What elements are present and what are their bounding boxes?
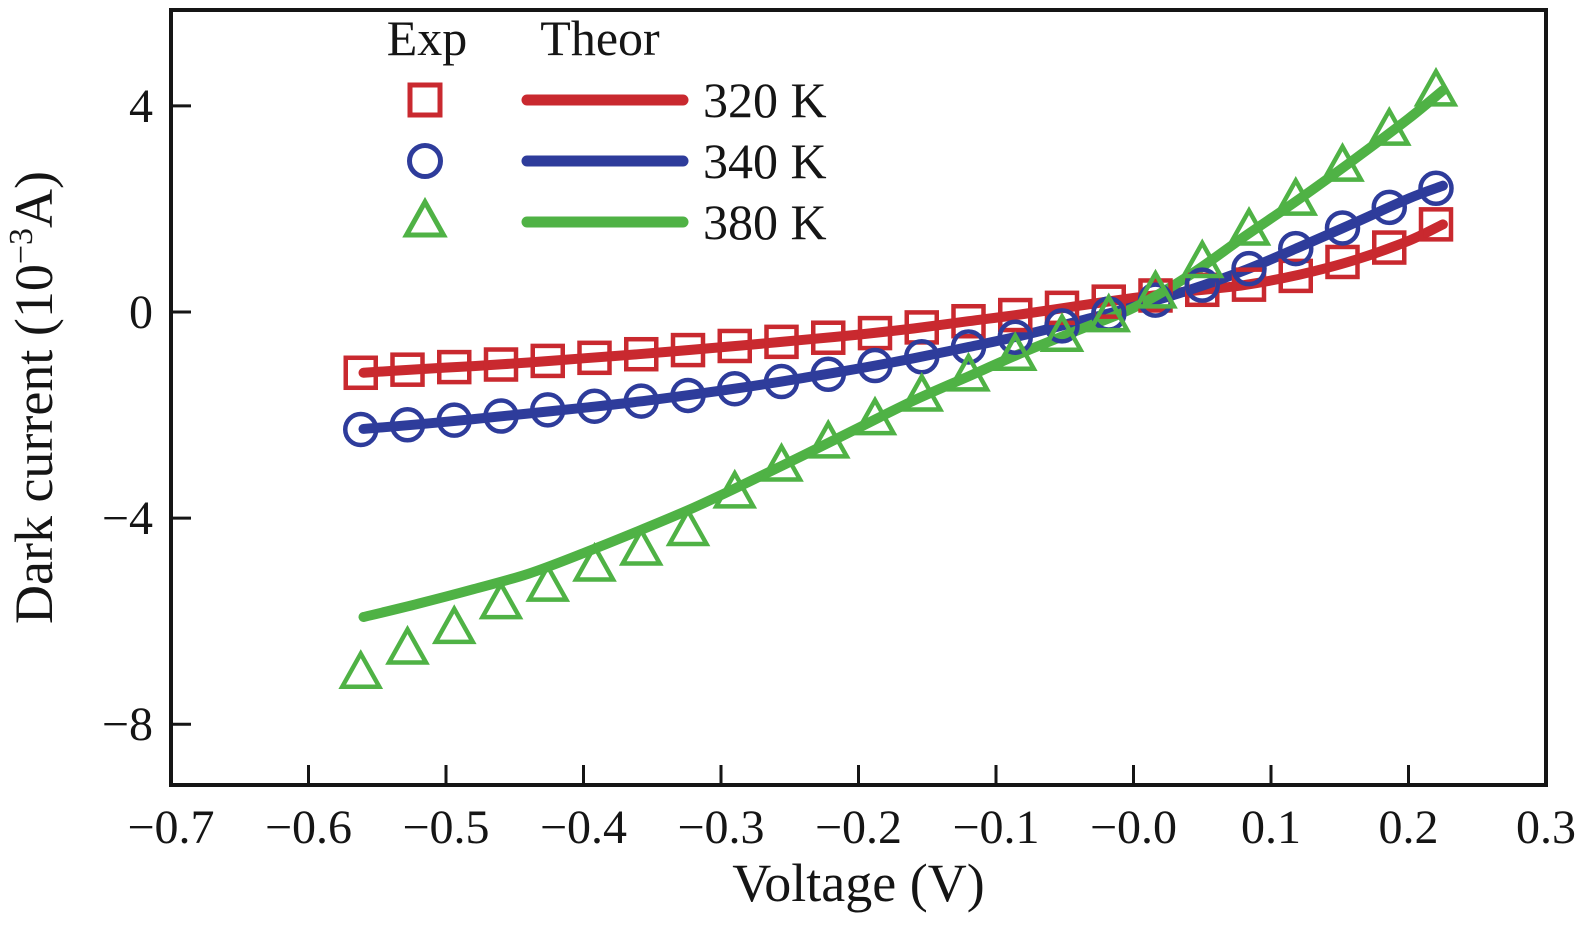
x-tick-label: −0.4 [540, 801, 627, 854]
exp-marker-320K [1044, 290, 1080, 326]
exp-marker-380K [1273, 176, 1319, 216]
x-tick-label: −0.5 [402, 801, 489, 854]
exp-marker-380K [1226, 205, 1272, 246]
legend-marker-340K [407, 143, 443, 179]
exp-marker-320K [1325, 244, 1360, 280]
exp-marker-320K [717, 328, 752, 364]
exp-marker-380K [1133, 268, 1178, 309]
exp-marker-320K [1418, 207, 1454, 242]
exp-marker-340K [1371, 189, 1407, 226]
exp-marker-380K [431, 604, 477, 645]
exp-marker-340K [950, 329, 987, 365]
exp-marker-380K [1320, 142, 1365, 182]
exp-marker-380K [618, 525, 664, 566]
legend-label: 380 K [703, 194, 827, 250]
exp-marker-380K [759, 441, 804, 482]
x-tick-label: −0.6 [265, 801, 352, 854]
exp-marker-380K [1086, 292, 1132, 333]
legend-label: 320 K [703, 72, 827, 128]
x-tick-label: 0.3 [1516, 801, 1575, 854]
exp-marker-320K [764, 324, 799, 360]
x-tick-label: −0.7 [127, 801, 214, 854]
exp-marker-340K [670, 377, 706, 414]
exp-marker-380K [992, 331, 1038, 372]
exp-marker-320K [343, 355, 378, 391]
exp-marker-380K [572, 541, 617, 582]
exp-marker-340K [530, 392, 566, 428]
x-tick-label: −0.2 [815, 801, 902, 854]
y-tick-label: −8 [102, 698, 153, 751]
exp-marker-320K [1091, 284, 1126, 319]
exp-marker-320K [1372, 230, 1407, 265]
plot-border [169, 8, 1548, 787]
legend-marker-320K [407, 82, 443, 118]
exp-marker-340K [576, 388, 613, 425]
exp-marker-320K [577, 340, 612, 376]
theory-line-380K [358, 85, 1448, 623]
exp-marker-320K [998, 297, 1033, 333]
exp-marker-340K [997, 319, 1033, 355]
exp-marker-320K [1278, 258, 1313, 294]
exp-marker-320K [811, 320, 846, 355]
exp-marker-320K [624, 336, 659, 372]
exp-marker-340K [483, 398, 519, 434]
exp-marker-340K [389, 407, 426, 443]
legend-theor-header: Theor [540, 10, 660, 66]
exp-marker-380K [338, 649, 384, 689]
exp-marker-380K [525, 562, 571, 602]
legend-marker-380K [402, 196, 448, 238]
exp-marker-340K [717, 370, 753, 407]
exp-marker-380K [852, 395, 898, 436]
x-tick-label: −0.3 [677, 801, 764, 854]
y-tick-label: −4 [102, 492, 153, 545]
exp-marker-380K [478, 579, 524, 620]
exp-marker-340K [623, 383, 659, 419]
x-tick-label: 0.2 [1379, 801, 1439, 854]
exp-marker-320K [437, 349, 472, 385]
exp-marker-340K [1324, 210, 1361, 246]
x-tick-label: 0.1 [1241, 801, 1301, 854]
exp-marker-340K [810, 356, 846, 393]
exp-marker-340K [1418, 170, 1454, 207]
exp-marker-320K [670, 332, 706, 368]
exp-marker-340K [1184, 267, 1220, 303]
exp-marker-340K [1231, 250, 1267, 287]
legend-exp-header: Exp [387, 10, 468, 66]
exp-marker-320K [951, 303, 986, 339]
exp-marker-380K [946, 351, 991, 392]
exp-marker-320K [530, 343, 565, 379]
x-tick-label: −0.1 [952, 801, 1039, 854]
exp-marker-340K [763, 363, 800, 400]
exp-marker-340K [343, 411, 379, 448]
exp-marker-380K [899, 371, 945, 412]
exp-marker-380K [1179, 238, 1225, 279]
x-axis-title: Voltage (V) [732, 853, 984, 913]
exp-marker-320K [1231, 267, 1267, 302]
legend-label: 340 K [703, 133, 827, 189]
exp-marker-340K [1278, 230, 1314, 267]
exp-marker-340K [1044, 308, 1080, 344]
y-tick-label: 4 [129, 80, 153, 133]
exp-marker-380K [665, 506, 711, 547]
exp-marker-320K [390, 352, 425, 387]
exp-marker-380K [712, 468, 758, 509]
exp-marker-380K [385, 624, 430, 665]
exp-marker-340K [857, 347, 893, 384]
exp-marker-340K [436, 402, 472, 438]
exp-marker-380K [1366, 105, 1412, 146]
exp-marker-380K [1413, 66, 1459, 107]
x-tick-label: −0.0 [1090, 801, 1177, 854]
exp-marker-380K [805, 418, 851, 459]
exp-marker-320K [483, 347, 519, 382]
exp-marker-380K [1039, 312, 1085, 352]
y-axis-title: Dark current (10−3A) [3, 171, 64, 624]
y-tick-label: 0 [129, 286, 153, 339]
